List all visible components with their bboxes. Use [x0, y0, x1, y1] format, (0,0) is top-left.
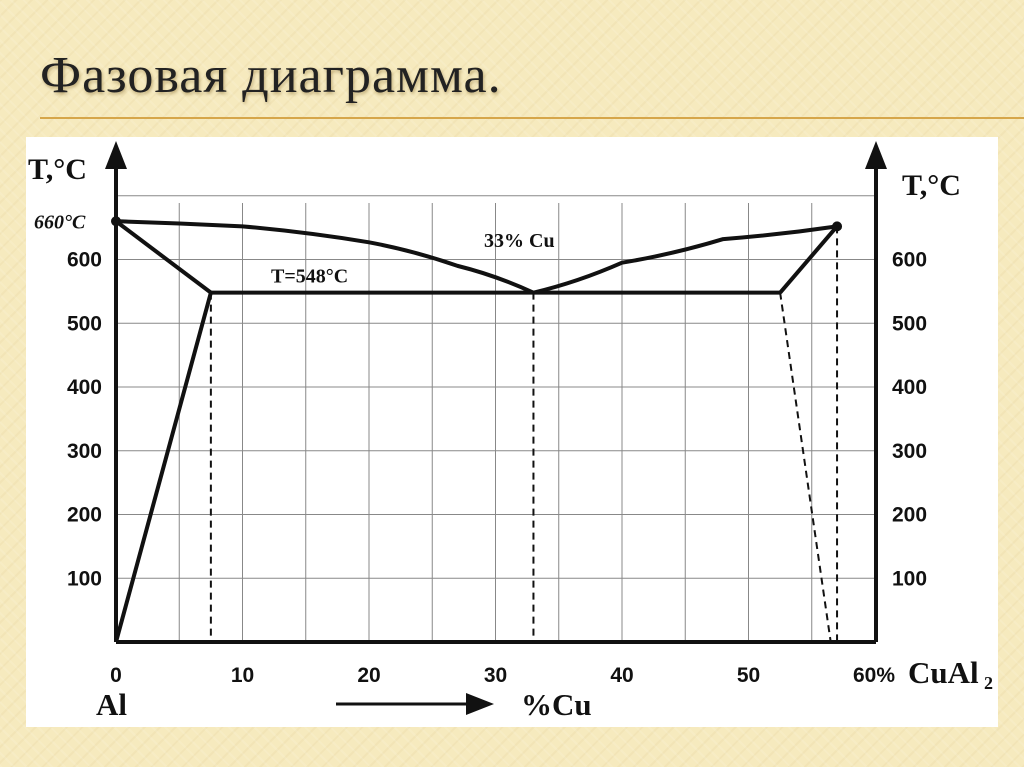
y-axis-title-left: T,°C	[28, 153, 87, 186]
y-axis-right-arrow-icon	[865, 141, 887, 169]
marked-point-1	[111, 216, 121, 227]
y-tick-label-left: 400	[67, 376, 102, 399]
y-tick-label-left: 600	[67, 249, 102, 272]
y-tick-label-right: 500	[892, 312, 927, 335]
x-tick-label: 60%	[853, 664, 895, 687]
y-axis-title-right: T,°C	[902, 169, 961, 202]
y-tick-label-right: 400	[892, 376, 927, 399]
curve-solidus-left	[114, 219, 213, 295]
phase-diagram-panel: 100 100 200 200 300 300 400 400 500 500 600 600 0 10 2…	[26, 137, 998, 727]
curve-solvus-left	[114, 292, 213, 643]
x-tick-label: 40	[610, 664, 633, 687]
dashed-lines	[209, 226, 839, 643]
dashed-line-4	[779, 292, 832, 643]
curve-liquidus	[115, 219, 838, 295]
annotation-eutectic-temperature: T=548°C	[271, 266, 348, 288]
phase-curves	[111, 216, 843, 643]
curve-solidus-right	[778, 225, 839, 294]
y-axis-left-arrow-icon	[105, 141, 127, 169]
x-tick-label: 20	[357, 664, 380, 687]
y-tick-label-left: 300	[67, 440, 102, 463]
x-tick-label: 30	[484, 664, 507, 687]
phase-diagram: 100 100 200 200 300 300 400 400 500 500 600 600 0 10 2…	[28, 141, 993, 722]
y-tick-label-left: 500	[67, 312, 102, 335]
x-right-end-label: CuAl	[908, 655, 979, 690]
composition-arrow-icon	[466, 693, 494, 715]
grid	[116, 195, 876, 642]
y-tick-label-right: 100	[892, 567, 927, 590]
annotation-melting-point: 660°C	[34, 211, 86, 233]
y-tick-label-left: 100	[67, 567, 102, 590]
y-tick-label-right: 300	[892, 440, 927, 463]
x-axis-title: %Cu	[521, 687, 592, 722]
labels: 100 100 200 200 300 300 400 400 500 500 600 600 0 10 2…	[28, 153, 993, 722]
x-left-end-label: Al	[96, 687, 127, 722]
y-tick-label-left: 200	[67, 504, 102, 527]
axes	[105, 141, 887, 644]
y-tick-label-right: 600	[892, 249, 927, 272]
x-tick-label: 10	[231, 664, 254, 687]
slide-title: Фазовая диаграмма.	[40, 47, 502, 104]
title-divider	[40, 117, 1024, 119]
y-tick-label-right: 200	[892, 504, 927, 527]
x-tick-label: 50	[737, 664, 760, 687]
x-right-end-subscript: 2	[984, 673, 993, 693]
x-tick-label: 0	[110, 664, 122, 687]
annotation-eutectic-composition: 33% Cu	[484, 230, 555, 252]
